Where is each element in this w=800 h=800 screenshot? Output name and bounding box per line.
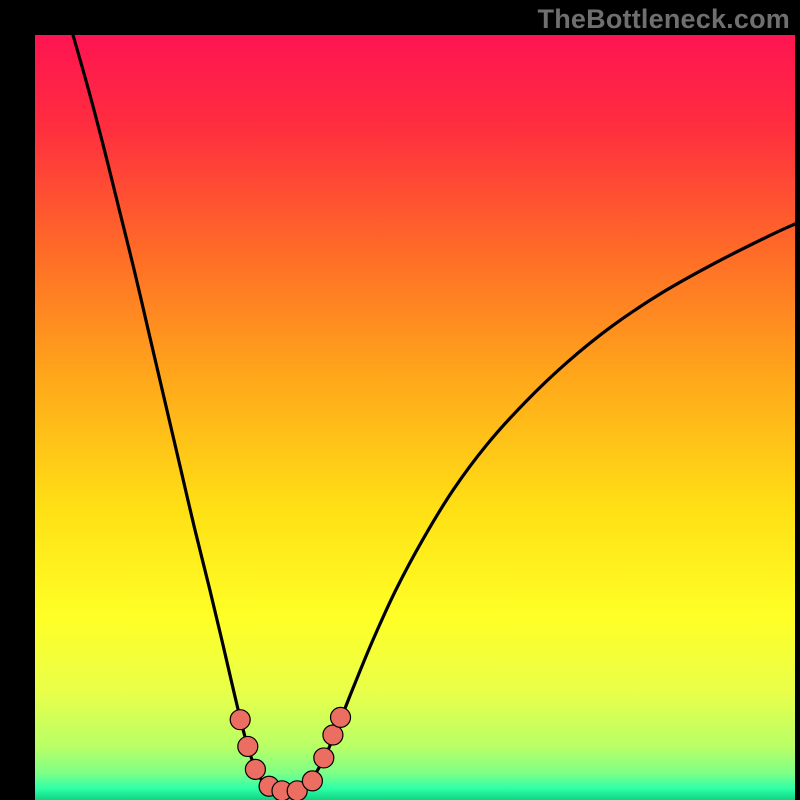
data-marker <box>331 707 351 727</box>
data-marker <box>238 736 258 756</box>
data-marker <box>245 759 265 779</box>
bottleneck-chart <box>0 0 800 800</box>
data-marker <box>230 710 250 730</box>
gradient-background <box>35 35 795 800</box>
data-marker <box>314 748 334 768</box>
chart-root: TheBottleneck.com <box>0 0 800 800</box>
data-marker <box>323 725 343 745</box>
data-marker <box>302 771 322 791</box>
